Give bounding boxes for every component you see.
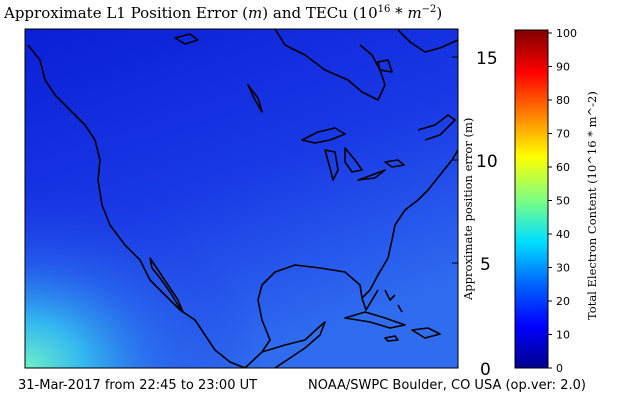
timestamp-footer: 31-Mar-2017 from 22:45 to 23:00 UT bbox=[18, 378, 258, 393]
coastline-west bbox=[27, 44, 246, 368]
figure-title: Approximate L1 Position Error (m) and TE… bbox=[4, 4, 443, 22]
lake-ontario bbox=[384, 159, 405, 168]
lake-winnipeg bbox=[247, 84, 263, 113]
coastline-yucatan bbox=[261, 321, 326, 368]
colorbar-tick-label: 80 bbox=[556, 94, 570, 107]
coastline-maritimes bbox=[417, 114, 456, 141]
colorbar-tick-label: 60 bbox=[556, 161, 570, 174]
bahamas bbox=[384, 289, 403, 313]
position-tick-15: 15 bbox=[476, 49, 498, 69]
colorbar-tick-label: 0 bbox=[556, 362, 563, 375]
colorbar-label: Total Electron Content (10^16 * m^-2) bbox=[585, 91, 599, 320]
source-footer: NOAA/SWPC Boulder, CO USA (op.ver: 2.0) bbox=[308, 378, 586, 393]
lake-erie bbox=[357, 169, 386, 181]
colorbar-tick-label: 40 bbox=[556, 228, 570, 241]
colorbar-tick-label: 10 bbox=[556, 329, 570, 342]
lake-huron bbox=[344, 147, 363, 173]
jamaica bbox=[384, 335, 399, 342]
island-ne bbox=[377, 59, 393, 73]
coastline-labrador bbox=[397, 29, 458, 53]
coastline-florida bbox=[361, 289, 379, 311]
position-error-axis: 0 5 10 15 Approximate position error (m) bbox=[452, 29, 498, 380]
colorbar-tick-label: 20 bbox=[556, 295, 570, 308]
lake-michigan bbox=[324, 149, 339, 181]
hispaniola bbox=[411, 327, 441, 339]
position-tick-0: 0 bbox=[480, 360, 491, 380]
lake-superior bbox=[301, 127, 346, 144]
colorbar-tick-label: 90 bbox=[556, 61, 570, 74]
colorbar-tick-label: 30 bbox=[556, 262, 570, 275]
cuba bbox=[344, 311, 406, 329]
colorbar-tick-label: 50 bbox=[556, 195, 570, 208]
map-panel bbox=[24, 28, 459, 369]
tec-colorbar: 0 10 20 30 40 50 60 70 80 90 100 Total Electron Co… bbox=[514, 27, 599, 375]
position-tick-5: 5 bbox=[480, 255, 491, 275]
island-north bbox=[174, 33, 199, 45]
colorbar-tick-label: 100 bbox=[556, 27, 577, 40]
position-tick-10: 10 bbox=[476, 152, 498, 172]
coastline-hudson bbox=[274, 29, 386, 101]
coastline-baja bbox=[149, 257, 184, 313]
colorbar-tick-label: 70 bbox=[556, 128, 570, 141]
colorbar-ticks: 0 10 20 30 40 50 60 70 80 90 100 bbox=[548, 27, 577, 375]
position-error-axis-label: Approximate position error (m) bbox=[461, 118, 475, 301]
